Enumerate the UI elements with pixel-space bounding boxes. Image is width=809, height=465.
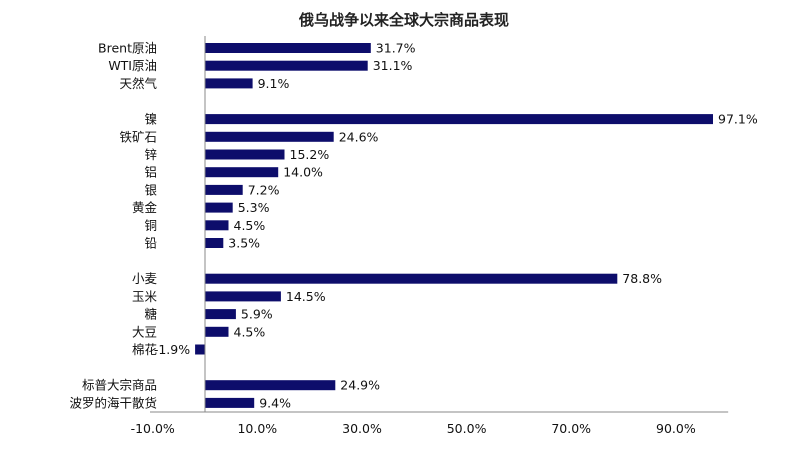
category-label: 大豆 [132, 324, 157, 339]
x-tick-label: -10.0% [131, 421, 175, 436]
bar [205, 273, 618, 284]
value-label: 97.1% [718, 112, 758, 127]
value-label: 78.8% [622, 271, 662, 286]
value-label: 15.2% [290, 147, 330, 162]
category-label: 标普大宗商品 [82, 378, 157, 393]
bar [205, 131, 334, 142]
value-label: 24.9% [340, 378, 380, 393]
bar [205, 291, 281, 302]
category-label: 铅 [144, 236, 157, 251]
bar [205, 380, 336, 391]
category-label: 铝 [144, 165, 157, 180]
category-label: 棉花 [132, 342, 157, 357]
x-tick-label: 10.0% [237, 421, 277, 436]
bar [205, 220, 229, 231]
category-label: 波罗的海干散货 [69, 395, 157, 410]
x-tick-label: 70.0% [551, 421, 591, 436]
bar [205, 60, 368, 71]
category-label: 锌 [144, 147, 157, 162]
value-label: 9.4% [259, 395, 291, 410]
value-label: 31.1% [373, 58, 413, 73]
category-label: 天然气 [119, 76, 157, 91]
category-label: WTI原油 [108, 58, 157, 73]
bar [205, 238, 224, 248]
category-label: 铜 [144, 218, 157, 233]
value-label: 31.7% [376, 41, 416, 56]
x-tick-label: 30.0% [342, 421, 382, 436]
value-label: 4.5% [234, 324, 266, 339]
value-label: 5.9% [241, 307, 273, 322]
bar [205, 309, 236, 320]
category-label: 银 [144, 182, 157, 197]
value-label: 3.5% [228, 236, 260, 251]
category-label: 糖 [144, 307, 157, 322]
chart-title: 俄乌战争以来全球大宗商品表现 [298, 11, 509, 29]
value-label: 9.1% [258, 76, 290, 91]
bars-layer: Brent原油 31.7% WTI原油 31.1% 天然气 9.1% 镍 97.1% 铁矿石 24… [69, 41, 757, 411]
bar [205, 202, 233, 213]
value-label: -1.9% [154, 342, 190, 357]
category-label: 镍 [144, 112, 157, 127]
category-label: 玉米 [132, 289, 158, 304]
category-label: 小麦 [132, 271, 158, 286]
value-label: 24.6% [339, 129, 379, 144]
bar [205, 149, 285, 160]
value-label: 14.5% [286, 289, 326, 304]
axis-layer: -10.0% 10.0% 30.0% 50.0% 70.0% 90.0% [131, 36, 729, 436]
x-tick-label: 50.0% [447, 421, 487, 436]
value-label: 5.3% [238, 200, 270, 215]
bar [205, 43, 371, 53]
value-label: 4.5% [234, 218, 266, 233]
bar [205, 78, 253, 89]
bar [205, 167, 279, 178]
category-label: 黄金 [132, 200, 158, 215]
value-label: 14.0% [283, 165, 323, 180]
bar [205, 397, 255, 408]
category-label: 铁矿石 [119, 129, 157, 144]
bar [205, 114, 713, 125]
bar [205, 326, 229, 337]
bar [205, 184, 243, 195]
x-tick-label: 90.0% [656, 421, 696, 436]
bar [195, 344, 205, 355]
category-label: Brent原油 [98, 41, 157, 56]
value-label: 7.2% [248, 182, 280, 197]
